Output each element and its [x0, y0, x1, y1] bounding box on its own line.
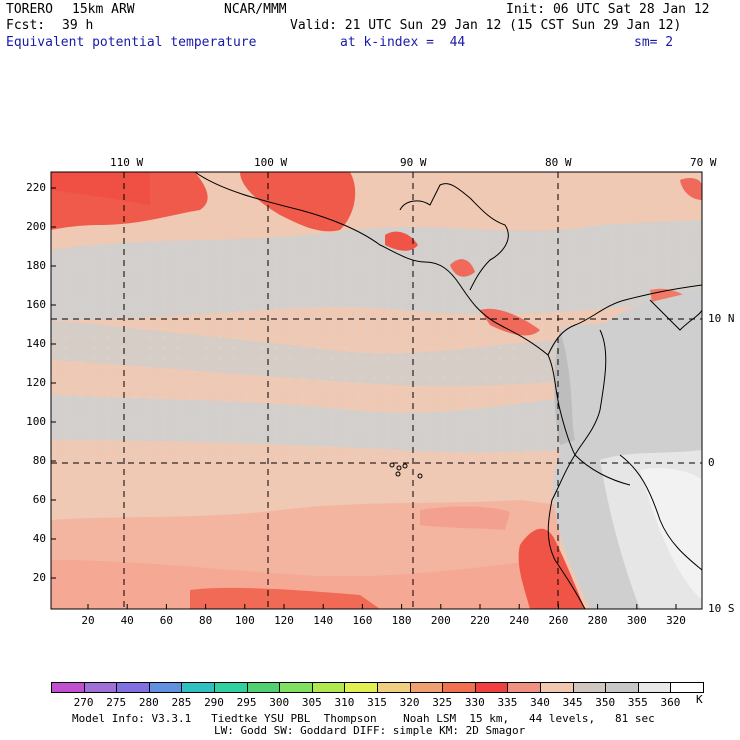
colorbar-swatch: [181, 682, 215, 693]
colorbar-label: 310: [334, 696, 355, 709]
x-grid-label: 200: [430, 614, 451, 627]
map-frame: [50, 171, 703, 610]
x-grid-label: 40: [120, 614, 134, 627]
y-grid-label: 80: [32, 454, 46, 467]
x-grid-label: 320: [666, 614, 686, 627]
colorbar-label: 340: [530, 696, 550, 709]
map-plot: [50, 171, 703, 610]
colorbar-swatch: [279, 682, 313, 693]
colorbar-label: 305: [301, 696, 322, 709]
model-resolution: 15km ARW: [72, 2, 135, 17]
init-time: Init: 06 UTC Sat 28 Jan 12: [506, 2, 710, 17]
colorbar-label: 290: [204, 696, 224, 709]
colorbar-swatch: [540, 682, 574, 693]
colorbar-swatch: [605, 682, 639, 693]
x-grid-label: 220: [470, 614, 490, 627]
lon-label-80w: 80 W: [545, 156, 572, 169]
colorbar-swatch: [507, 682, 541, 693]
x-grid-label: 80: [198, 614, 213, 627]
x-grid-label: 160: [352, 614, 373, 627]
y-grid-label: 200: [26, 220, 46, 233]
y-grid-label: 60: [32, 493, 46, 506]
lon-label-70w: 70 W: [690, 156, 717, 169]
y-grid-label: 180: [26, 259, 46, 272]
colorbar-label: 330: [464, 696, 485, 709]
colorbar-label: 335: [497, 696, 518, 709]
x-grid-label: 280: [587, 614, 608, 627]
colorbar-label: 295: [236, 696, 257, 709]
colorbar-swatch: [246, 682, 281, 693]
model-physics: LW: Godd SW: Goddard DIFF: simple KM: 2D…: [214, 724, 526, 737]
x-grid-label: 60: [159, 614, 174, 627]
colorbar-label: 280: [138, 696, 159, 709]
colorbar-swatch: [637, 682, 672, 693]
smoothing-label: sm= 2: [634, 35, 674, 50]
x-grid-label: 300: [626, 614, 647, 627]
colorbar-swatch: [83, 682, 118, 693]
y-grid-label: 140: [26, 337, 46, 350]
colorbar-swatch: [474, 682, 509, 693]
valid-time: Valid: 21 UTC Sun 29 Jan 12 (15 CST Sun …: [290, 18, 682, 33]
colorbar-unit: K: [696, 693, 703, 706]
colorbar-label: 325: [432, 696, 453, 709]
model-info: Model Info: V3.3.1 Tiedtke YSU PBL Thomp…: [72, 712, 655, 725]
colorbar-swatch: [116, 682, 150, 693]
x-grid-label: 260: [548, 614, 569, 627]
colorbar-label: 320: [399, 696, 420, 709]
x-grid-label: 120: [274, 614, 294, 627]
y-grid-label: 120: [26, 376, 46, 389]
lon-label-110w: 110 W: [110, 156, 144, 169]
y-grid-label: 20: [32, 571, 46, 584]
x-grid-label: 240: [509, 614, 530, 627]
colorbar-swatch: [148, 682, 183, 693]
y-grid-label: 100: [26, 415, 46, 428]
colorbar-label: 285: [171, 696, 192, 709]
colorbar-swatch: [377, 682, 411, 693]
colorbar-label: 360: [660, 696, 681, 709]
model-name: TORERO: [6, 2, 53, 17]
lon-label-100w: 100 W: [254, 156, 288, 169]
colorbar-swatch: [670, 682, 704, 693]
colorbar-label: 345: [562, 696, 583, 709]
colorbar-swatch: [409, 682, 444, 693]
theta-e-field: [51, 172, 702, 609]
x-grid-label: 100: [234, 614, 255, 627]
colorbar-label: 350: [595, 696, 616, 709]
y-grid-label: 40: [32, 532, 46, 545]
x-grid-label: 140: [313, 614, 334, 627]
graticule: [51, 172, 702, 609]
organization: NCAR/MMM: [224, 2, 287, 17]
colorbar-swatch: [572, 682, 607, 693]
level-label: at k-index = 44: [340, 35, 466, 50]
x-grid-label: 180: [391, 614, 412, 627]
colorbar-swatch: [344, 682, 378, 693]
colorbar-swatch: [311, 682, 346, 693]
colorbar-swatch: [214, 682, 248, 693]
field-name: Equivalent potential temperature: [6, 35, 257, 50]
forecast-label: Fcst:: [6, 18, 46, 33]
x-grid-label: 20: [81, 614, 95, 627]
y-grid-label: 220: [26, 181, 46, 194]
y-grid-label: 160: [26, 298, 46, 311]
colorbar-label: 300: [269, 696, 290, 709]
colorbar-label: 315: [367, 696, 387, 709]
lat-label-0: 0: [708, 456, 715, 469]
colorbar-swatch: [51, 682, 85, 693]
lon-label-90w: 90 W: [400, 156, 427, 169]
lat-label-10n: 10 N: [708, 312, 735, 325]
colorbar-label: 355: [627, 696, 648, 709]
forecast-hours: 39 h: [62, 18, 94, 33]
coastlines: [194, 172, 702, 609]
colorbar-label: 270: [73, 696, 94, 709]
colorbar-swatch: [442, 682, 476, 693]
colorbar-label: 275: [106, 696, 127, 709]
lat-label-10s: 10 S: [708, 602, 735, 615]
